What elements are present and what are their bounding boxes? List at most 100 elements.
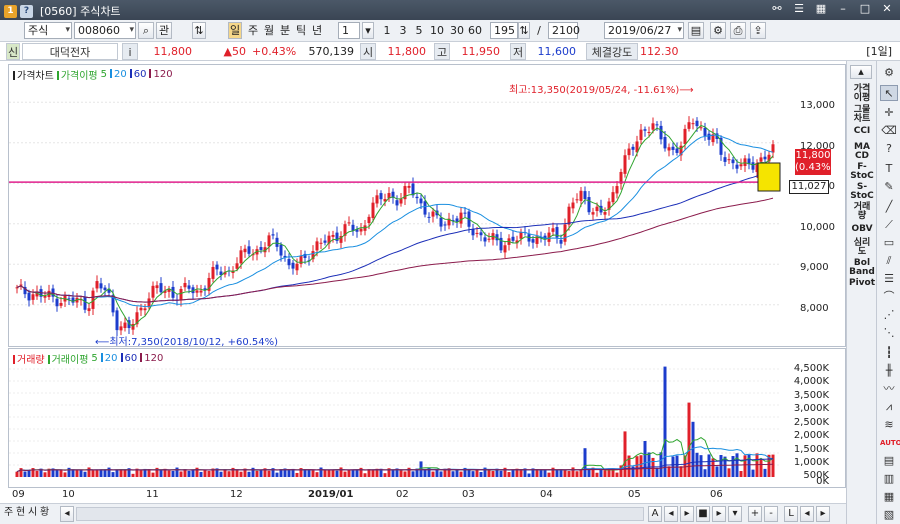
area-tool-icon[interactable]: ≋ (884, 418, 894, 431)
gann-tool-icon[interactable]: ⋰ (883, 308, 895, 321)
indicator-volume[interactable]: 거래 량 (853, 202, 871, 221)
auto-tool-icon[interactable]: AUTO (880, 439, 900, 447)
scroll-forward-button[interactable]: ▸ (816, 506, 830, 522)
indicator-bollinger[interactable]: Bol Band (849, 258, 875, 277)
interval-quick-10[interactable]: 10 (430, 24, 444, 37)
link-icon[interactable]: ⚯ (772, 2, 782, 15)
print-icon[interactable]: ⎙ (730, 22, 746, 39)
tab-market[interactable]: 시 (28, 507, 38, 518)
period-week[interactable]: 주 (247, 24, 259, 37)
info-button[interactable]: i (122, 43, 138, 60)
bar-count-input[interactable]: 195 (490, 22, 518, 39)
indicator-net-chart[interactable]: 그물 차트 (853, 105, 871, 124)
stock-name[interactable]: 대덕전자 (22, 43, 118, 60)
tab-status[interactable]: 황 (40, 507, 50, 518)
stop-button[interactable]: ■ (696, 506, 710, 522)
indicator-f-stoch[interactable]: F- StoC (850, 162, 874, 181)
scroll-back-button[interactable]: ◂ (800, 506, 814, 522)
indicator-obv[interactable]: OBV (851, 224, 873, 234)
interval-quick-1[interactable]: 1 (383, 24, 391, 37)
total-bars-input[interactable]: 2100 (548, 22, 580, 39)
play-button[interactable]: ▸ (680, 506, 694, 522)
volume-bar (323, 470, 327, 477)
prev-button[interactable]: ◂ (664, 506, 678, 522)
market-select[interactable]: 주식 (24, 22, 72, 39)
bar-count-spin-icon[interactable]: ⇅ (518, 22, 530, 39)
eraser-tool-icon[interactable]: ⌫ (881, 124, 897, 137)
period-month[interactable]: 월 (263, 24, 275, 37)
bar-tool-icon[interactable]: ╫ (885, 364, 893, 377)
volume-bar (203, 469, 207, 477)
interval-input[interactable]: 1 (338, 22, 360, 39)
volume-pane[interactable]: 거래량 거래이평 5 20 60 120 4,500K 4,000K 3,500… (8, 348, 846, 488)
volume-bar (55, 470, 59, 477)
help-tool-icon[interactable]: ? (886, 142, 892, 155)
pen-tool-icon[interactable]: ✎ (884, 180, 894, 193)
fan-tool-icon[interactable]: ⋱ (883, 326, 895, 339)
screen-tool-icon[interactable]: ▤ (883, 454, 895, 467)
text-tool-icon[interactable]: T (885, 162, 893, 175)
volume-bar (615, 472, 619, 477)
menu-button[interactable]: ▾ (728, 506, 742, 522)
indicator-cci[interactable]: CCI (853, 126, 871, 136)
tab-current[interactable]: 현 (16, 507, 26, 518)
layout-tool-icon[interactable]: ▧ (883, 508, 895, 521)
candle-tool-icon[interactable]: ┇ (885, 346, 893, 359)
tool-icon[interactable]: ☰ (794, 2, 804, 15)
lock-button[interactable]: L (784, 506, 798, 522)
view-button[interactable]: 관 (156, 22, 172, 39)
zoom-out-button[interactable]: - (764, 506, 778, 522)
cursor-tool-icon[interactable]: ↖ (880, 85, 898, 101)
arc-tool-icon[interactable]: ⌒ (883, 290, 895, 303)
compare-tool-icon[interactable]: ▥ (883, 472, 895, 485)
period-year[interactable]: 년 (311, 24, 323, 37)
trend-line-tool-icon[interactable]: ⟋ (885, 218, 893, 231)
rectangle-tool-icon[interactable]: ▭ (883, 236, 895, 249)
spin-icon[interactable]: ⇅ (192, 22, 206, 39)
candle-body (395, 200, 399, 206)
line-tool-icon[interactable]: ╱ (885, 200, 893, 213)
next-button[interactable]: ▸ (712, 506, 726, 522)
interval-dropdown-icon[interactable]: ▾ (362, 22, 374, 39)
indicator-price-ma[interactable]: 가격 이평 (853, 84, 871, 103)
help-icon[interactable]: ? (20, 4, 33, 18)
period-minute[interactable]: 분 (279, 24, 291, 37)
price-pane[interactable]: 가격차트 가격이평 5 20 60 120 최고:13,350(2019/05/… (8, 64, 846, 348)
grid-icon[interactable]: ▦ (815, 2, 827, 15)
chart-tool-icon[interactable]: ▦ (883, 490, 895, 503)
indicator-macd[interactable]: MA CD (854, 142, 870, 161)
interval-quick-60[interactable]: 60 (468, 24, 482, 37)
close-icon[interactable]: ✕ (882, 2, 892, 15)
wave-tool-icon[interactable]: 〰 (883, 382, 895, 395)
indicator-pivot[interactable]: Pivot (848, 278, 876, 288)
fibonacci-tool-icon[interactable]: ☰ (884, 272, 894, 285)
scroll-left-icon[interactable]: ◂ (60, 506, 74, 522)
interval-quick-30[interactable]: 30 (450, 24, 464, 37)
interval-quick-3[interactable]: 3 (399, 24, 407, 37)
tab-stock[interactable]: 주 (4, 507, 14, 518)
candle-body (551, 228, 555, 232)
settings-tool-icon[interactable]: ⚙ (884, 66, 894, 79)
interval-quick-5[interactable]: 5 (415, 24, 423, 37)
save-icon[interactable]: ▤ (688, 22, 704, 39)
indicator-psychology[interactable]: 심리 도 (853, 238, 871, 257)
settings-icon[interactable]: ⚙ (710, 22, 726, 39)
indicator-s-stoch[interactable]: S- StoC (850, 182, 874, 201)
zoom-in-button[interactable]: + (748, 506, 762, 522)
period-tick[interactable]: 틱 (295, 24, 307, 37)
channel-tool-icon[interactable]: ⫽ (886, 254, 892, 267)
date-input[interactable]: 2019/06/27 (604, 22, 684, 39)
minimize-icon[interactable]: – (840, 2, 846, 15)
export-icon[interactable]: ⇪ (750, 22, 766, 39)
horizontal-scrollbar[interactable] (76, 507, 644, 521)
search-icon[interactable]: ⌕ (138, 22, 154, 39)
sidebar-scroll-up-icon[interactable]: ▴ (850, 65, 872, 79)
legend-ma120: 120 (149, 69, 173, 80)
maximize-icon[interactable]: □ (859, 2, 871, 15)
zigzag-tool-icon[interactable]: ⩘ (885, 400, 893, 413)
period-day[interactable]: 일 (228, 22, 242, 39)
auto-button[interactable]: A (648, 506, 662, 522)
code-input[interactable]: 008060 (74, 22, 136, 39)
candle-body (87, 308, 91, 312)
crosshair-tool-icon[interactable]: ✛ (884, 106, 894, 119)
